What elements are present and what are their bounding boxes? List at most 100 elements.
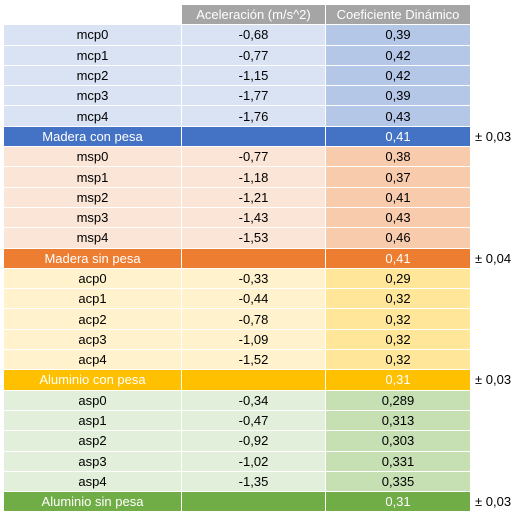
row-coefficient-cell[interactable]: 0,37	[325, 166, 471, 188]
row-name-cell[interactable]: msp0	[3, 146, 182, 168]
row-name-cell[interactable]: mcp0	[3, 24, 182, 46]
header-coeficiente[interactable]: Coeficiente Dinámico	[325, 3, 471, 26]
summary-error: ± 0,04	[470, 248, 521, 269]
table-row: acp0 -0,33 0,29	[3, 267, 521, 290]
row-name-cell[interactable]: msp1	[3, 166, 182, 188]
row-name-cell[interactable]: acp2	[3, 308, 182, 330]
row-coefficient-cell[interactable]: 0,335	[325, 470, 471, 493]
header-empty-cell[interactable]	[3, 3, 182, 26]
table-row: mcp0 -0,68 0,39	[3, 24, 521, 46]
row-name-cell[interactable]: msp3	[3, 206, 182, 229]
row-acceleration-cell[interactable]: -0,77	[181, 44, 326, 66]
row-acceleration-cell[interactable]: -0,78	[181, 308, 326, 330]
table-row: mcp4 -1,76 0,43	[3, 105, 521, 127]
summary-coefficient[interactable]: 0,31	[325, 369, 471, 391]
row-name-cell[interactable]: mcp2	[3, 64, 182, 87]
row-coefficient-cell[interactable]: 0,41	[325, 186, 471, 208]
table-row: acp1 -0,44 0,32	[3, 288, 521, 310]
summary-row: Madera sin pesa 0,41 ± 0,04	[3, 247, 521, 269]
table-row: asp4 -1,35 0,335	[3, 470, 521, 493]
row-coefficient-cell[interactable]: 0,32	[325, 349, 471, 371]
row-coefficient-cell[interactable]: 0,42	[325, 64, 471, 87]
summary-empty-cell[interactable]	[181, 369, 326, 391]
header-spacer	[470, 4, 521, 25]
table-row: mcp2 -1,15 0,42	[3, 64, 521, 87]
row-name-cell[interactable]: msp4	[3, 227, 182, 249]
row-coefficient-cell[interactable]: 0,39	[325, 24, 471, 46]
row-name-cell[interactable]: asp1	[3, 409, 182, 432]
row-coefficient-cell[interactable]: 0,43	[325, 206, 471, 229]
row-acceleration-cell[interactable]: -1,52	[181, 349, 326, 371]
row-coefficient-cell[interactable]: 0,289	[325, 389, 471, 411]
row-acceleration-cell[interactable]: -1,43	[181, 206, 326, 229]
row-acceleration-cell[interactable]: -1,18	[181, 166, 326, 188]
row-acceleration-cell[interactable]: -1,35	[181, 470, 326, 493]
row-acceleration-cell[interactable]: -1,77	[181, 85, 326, 107]
row-acceleration-cell[interactable]: -0,33	[181, 267, 326, 290]
row-acceleration-cell[interactable]: -1,02	[181, 450, 326, 472]
row-coefficient-cell[interactable]: 0,32	[325, 328, 471, 351]
row-acceleration-cell[interactable]: -1,53	[181, 227, 326, 249]
row-name-cell[interactable]: acp0	[3, 267, 182, 290]
summary-empty-cell[interactable]	[181, 491, 326, 513]
row-name-cell[interactable]: mcp4	[3, 105, 182, 127]
summary-label[interactable]: Aluminio sin pesa	[3, 491, 182, 513]
row-spacer	[470, 430, 521, 452]
row-spacer	[470, 329, 521, 350]
row-acceleration-cell[interactable]: -0,68	[181, 24, 326, 46]
summary-row: Madera con pesa 0,41 ± 0,03	[3, 125, 521, 148]
summary-empty-cell[interactable]	[181, 125, 326, 148]
row-name-cell[interactable]: asp3	[3, 450, 182, 472]
header-aceleracion[interactable]: Aceleración (m/s^2)	[181, 3, 326, 26]
summary-error: ± 0,03	[470, 369, 521, 391]
row-coefficient-cell[interactable]: 0,29	[325, 267, 471, 290]
table-row: asp0 -0,34 0,289	[3, 389, 521, 411]
row-coefficient-cell[interactable]: 0,32	[325, 288, 471, 310]
row-name-cell[interactable]: asp0	[3, 389, 182, 411]
row-coefficient-cell[interactable]: 0,331	[325, 450, 471, 472]
summary-coefficient[interactable]: 0,31	[325, 491, 471, 513]
row-acceleration-cell[interactable]: -1,76	[181, 105, 326, 127]
row-coefficient-cell[interactable]: 0,38	[325, 146, 471, 168]
row-name-cell[interactable]: asp4	[3, 470, 182, 493]
summary-coefficient[interactable]: 0,41	[325, 125, 471, 148]
row-name-cell[interactable]: mcp1	[3, 44, 182, 66]
row-acceleration-cell[interactable]: -0,92	[181, 430, 326, 452]
row-spacer	[470, 65, 521, 86]
summary-label[interactable]: Madera con pesa	[3, 125, 182, 148]
summary-label[interactable]: Madera sin pesa	[3, 247, 182, 269]
row-coefficient-cell[interactable]: 0,313	[325, 409, 471, 432]
row-name-cell[interactable]: msp2	[3, 186, 182, 208]
summary-error: ± 0,03	[470, 491, 521, 512]
summary-empty-cell[interactable]	[181, 247, 326, 269]
row-coefficient-cell[interactable]: 0,39	[325, 85, 471, 107]
row-acceleration-cell[interactable]: -0,47	[181, 409, 326, 432]
row-spacer	[470, 85, 521, 106]
row-acceleration-cell[interactable]: -0,44	[181, 288, 326, 310]
row-name-cell[interactable]: mcp3	[3, 85, 182, 107]
table-row: msp2 -1,21 0,41	[3, 186, 521, 208]
row-name-cell[interactable]: acp3	[3, 328, 182, 351]
row-spacer	[470, 227, 521, 249]
row-coefficient-cell[interactable]: 0,43	[325, 105, 471, 127]
row-coefficient-cell[interactable]: 0,32	[325, 308, 471, 330]
summary-error: ± 0,03	[470, 126, 521, 147]
summary-label[interactable]: Aluminio con pesa	[3, 369, 182, 391]
row-coefficient-cell[interactable]: 0,46	[325, 227, 471, 249]
table-row: acp2 -0,78 0,32	[3, 308, 521, 330]
row-name-cell[interactable]: acp4	[3, 349, 182, 371]
row-acceleration-cell[interactable]: -1,09	[181, 328, 326, 351]
table-row: asp3 -1,02 0,331	[3, 450, 521, 472]
row-acceleration-cell[interactable]: -0,77	[181, 146, 326, 168]
row-spacer	[470, 308, 521, 330]
row-coefficient-cell[interactable]: 0,303	[325, 430, 471, 452]
row-acceleration-cell[interactable]: -1,21	[181, 186, 326, 208]
row-coefficient-cell[interactable]: 0,42	[325, 44, 471, 66]
row-name-cell[interactable]: acp1	[3, 288, 182, 310]
summary-coefficient[interactable]: 0,41	[325, 247, 471, 269]
row-name-cell[interactable]: asp2	[3, 430, 182, 452]
row-acceleration-cell[interactable]: -1,15	[181, 64, 326, 87]
row-spacer	[470, 390, 521, 411]
table-row: asp2 -0,92 0,303	[3, 430, 521, 452]
row-acceleration-cell[interactable]: -0,34	[181, 389, 326, 411]
